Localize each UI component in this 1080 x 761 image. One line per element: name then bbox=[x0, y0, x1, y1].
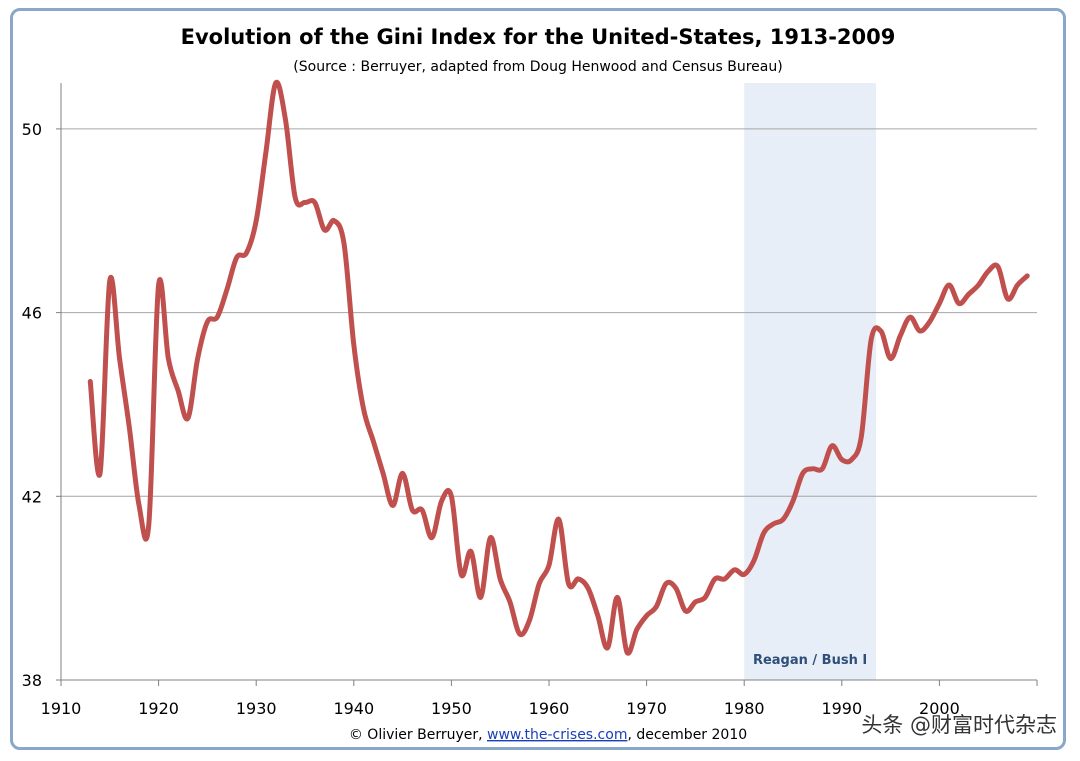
chart-title: Evolution of the Gini Index for the Unit… bbox=[181, 25, 896, 49]
watermark: 头条 @财富时代杂志 bbox=[861, 713, 1057, 737]
x-tick-label: 1960 bbox=[529, 699, 570, 718]
x-tick-label: 1920 bbox=[138, 699, 179, 718]
chart-frame bbox=[10, 8, 1066, 750]
shaded-region bbox=[744, 83, 876, 680]
credit-prefix: © Olivier Berruyer, bbox=[349, 727, 487, 743]
y-tick-label: 50 bbox=[22, 120, 42, 139]
y-tick-label: 42 bbox=[22, 487, 42, 506]
x-tick-label: 1980 bbox=[724, 699, 765, 718]
x-tick-label: 1950 bbox=[431, 699, 472, 718]
credit-line: © Olivier Berruyer, www.the-crises.com, … bbox=[349, 727, 747, 743]
y-tick-label: 46 bbox=[22, 304, 42, 323]
x-tick-label: 1940 bbox=[333, 699, 374, 718]
credit-suffix: , december 2010 bbox=[627, 727, 747, 743]
credit-link[interactable]: www.the-crises.com bbox=[487, 727, 627, 743]
shaded-region-label: Reagan / Bush I bbox=[753, 653, 867, 668]
x-tick-label: 1990 bbox=[821, 699, 862, 718]
x-tick-label: 1970 bbox=[626, 699, 667, 718]
chart-subtitle: (Source : Berruyer, adapted from Doug He… bbox=[293, 59, 782, 75]
x-tick-label: 1910 bbox=[41, 699, 82, 718]
x-tick-label: 2000 bbox=[919, 699, 960, 718]
series-line-gini bbox=[87, 79, 1030, 656]
y-tick-label: 38 bbox=[22, 671, 42, 690]
x-tick-label: 1930 bbox=[236, 699, 277, 718]
